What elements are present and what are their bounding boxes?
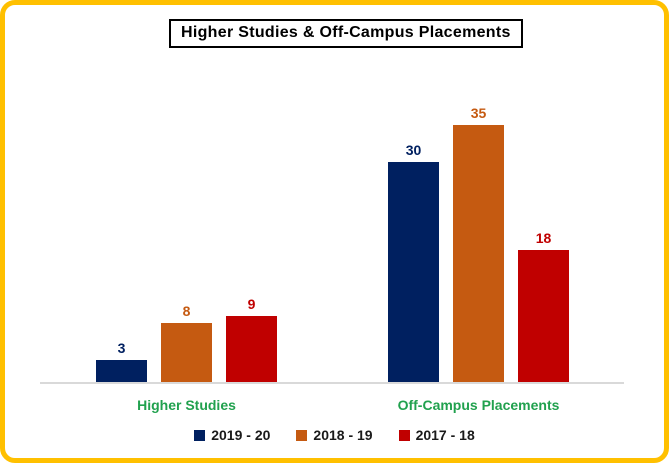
bar-2017-18-off-campus-placements [518, 250, 569, 382]
legend-swatch-icon [398, 429, 410, 441]
bar-column: 8 [161, 304, 212, 382]
bar-2019-20-off-campus-placements [388, 162, 439, 382]
category-label: Higher Studies [137, 397, 236, 413]
bar-column: 30 [388, 143, 439, 382]
bar-2017-18-higher-studies [226, 316, 277, 382]
bar-value-label: 35 [470, 105, 487, 121]
legend-item: 2019 - 20 [194, 428, 270, 442]
legend-swatch-icon [194, 429, 206, 441]
x-axis-line [40, 382, 624, 384]
legend-item: 2018 - 19 [296, 427, 373, 443]
chart-title: Higher Studies & Off-Campus Placements [169, 19, 523, 48]
bar-value-label: 30 [405, 142, 422, 158]
legend-label: 2018 - 19 [313, 427, 373, 443]
bar-value-label: 3 [117, 340, 126, 356]
legend-swatch-icon [296, 429, 308, 441]
legend: 2019 - 20 2018 - 19 2017 - 18 [5, 428, 664, 442]
bar-2018-19-higher-studies [161, 323, 212, 382]
bar-value-label: 9 [247, 296, 256, 312]
legend-label: 2017 - 18 [415, 427, 475, 443]
bar-column: 3 [96, 341, 147, 382]
bar-2018-19-off-campus-placements [453, 125, 504, 382]
bar-value-label: 8 [182, 303, 191, 319]
legend-label: 2019 - 20 [211, 427, 271, 443]
bar-column: 9 [226, 297, 277, 382]
bar-column: 35 [453, 106, 504, 382]
bar-group: 3 8 9 [96, 297, 277, 382]
bar-group: 30 35 18 [388, 106, 569, 382]
bar-value-label: 18 [535, 230, 552, 246]
category-label: Off-Campus Placements [397, 397, 560, 413]
legend-item: 2017 - 18 [398, 427, 475, 443]
bar-2019-20-higher-studies [96, 360, 147, 382]
bar-column: 18 [518, 231, 569, 382]
